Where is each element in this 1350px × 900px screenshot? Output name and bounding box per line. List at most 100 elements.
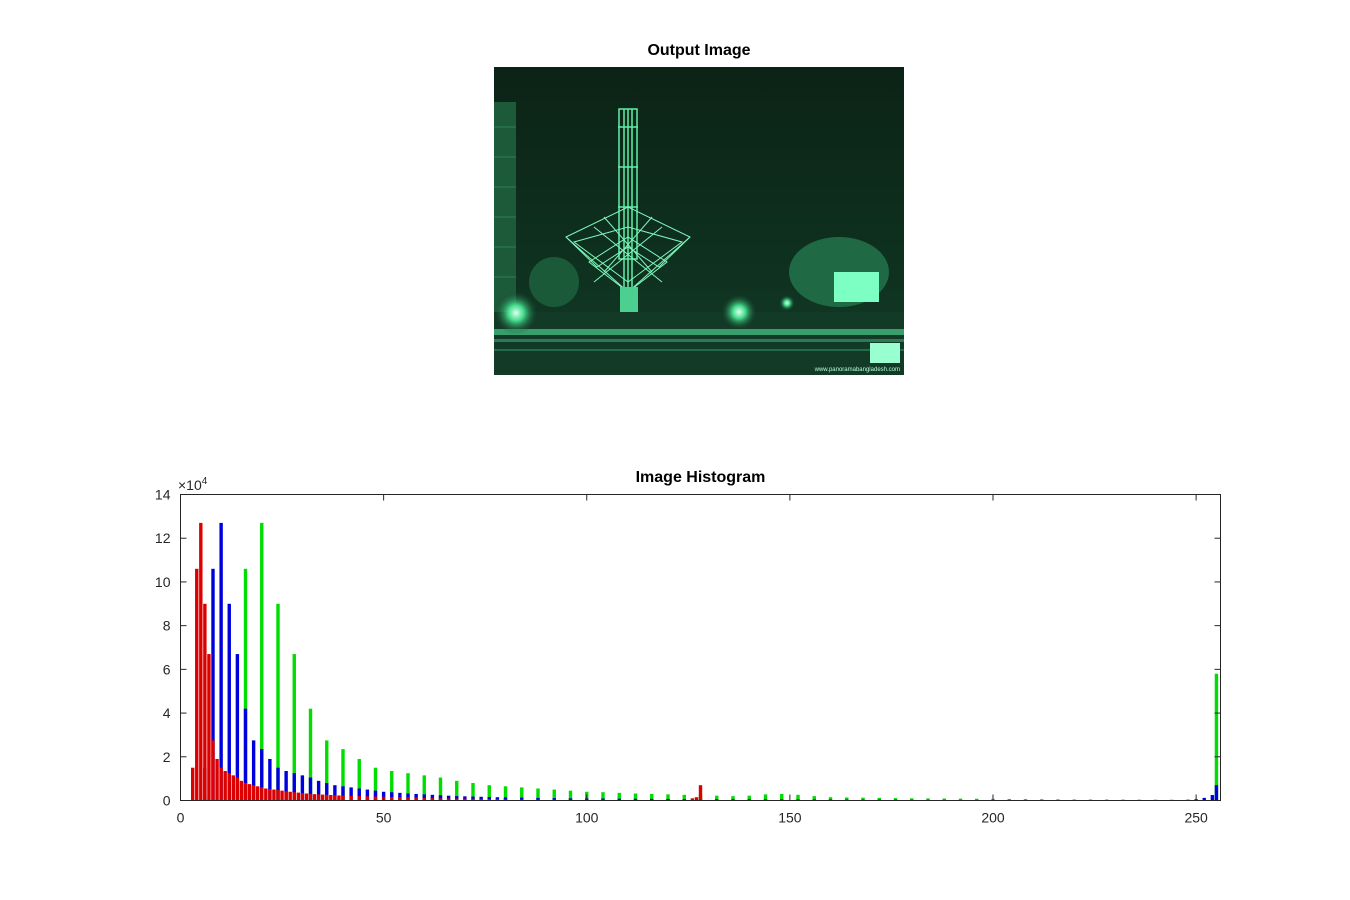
histogram-bar-series-0 [260,522,264,801]
x-tick-label: 150 [778,810,802,826]
histogram-bar-series-2 [414,797,418,801]
histogram-bar-series-2 [203,603,207,801]
histogram-bar-series-2 [690,798,695,801]
histogram-bar-series-0 [373,767,378,801]
histogram-bar-series-2 [479,798,483,801]
histogram-bar-series-2 [207,654,211,801]
histogram-bar-series-1 [1214,785,1219,801]
histogram-bar-series-0 [942,798,946,801]
histogram-bar-series-2 [276,790,280,801]
histogram-bar-series-0 [503,786,508,801]
histogram-bar-series-2 [698,785,703,801]
histogram-bar-series-0 [812,796,816,801]
histogram-bar-series-1 [325,783,329,801]
histogram-bar-series-1 [430,794,435,801]
y-tick-label: 4 [163,705,171,721]
histogram-bar-series-1 [633,798,638,801]
histogram-bar-series-1 [211,568,215,801]
histogram-bar-series-2 [272,789,276,801]
histogram-bar-series-0 [682,794,686,801]
histogram-bar-series-0 [390,770,394,801]
histogram-bar-series-1 [276,767,280,801]
histogram-bar-series-1 [268,758,272,801]
watermark-logo [870,343,900,363]
histogram-bar-series-1 [503,797,508,801]
histogram-bar-series-0 [341,749,345,801]
histogram-bar-series-0 [893,798,898,801]
histogram-bar-series-1 [406,793,410,801]
histogram-bar-series-1 [243,708,248,801]
histogram-bar-series-1 [438,795,443,801]
histogram-bar-series-0 [1186,799,1190,801]
histogram-bar-series-2 [520,799,524,801]
histogram-bar-series-0 [1214,673,1219,801]
histogram-bar-series-2 [190,767,195,801]
histogram-bar-series-0 [243,568,248,801]
histogram-bar-series-0 [292,654,296,801]
histogram-bar-series-2 [251,785,256,801]
histogram-bar-series-2 [264,788,268,801]
histogram-bar-series-0 [910,798,914,801]
histogram-bar-series-1 [300,775,305,801]
histogram-bar-series-0 [552,789,556,801]
histogram-bar-series-1 [552,798,556,801]
histogram-bar-series-0 [520,787,524,801]
histogram-bar-series-0 [325,740,329,801]
histogram-bar-series-2 [260,787,264,801]
histogram-bar-series-0 [958,798,963,801]
histogram-bar-series-1 [495,797,500,801]
histogram-bar-series-2 [406,797,410,801]
histogram-bar-series-2 [349,795,353,801]
histogram-bar-series-1 [251,740,256,801]
histogram-bar-series-1 [796,799,800,801]
histogram-bar-series-1 [479,796,483,801]
histogram-bar-series-2 [211,740,215,801]
y-tick-label: 0 [163,793,171,809]
histogram-bar-series-0 [471,783,475,801]
histogram-bar-series-0 [617,792,621,801]
histogram-bar-series-0 [455,780,459,801]
histogram-bar-series-2 [333,795,337,801]
y-tick-label: 8 [163,618,171,634]
output-image-title: Output Image [647,42,751,59]
histogram-bar-series-2 [268,789,272,801]
histogram-bar-series-2 [215,758,219,801]
histogram-title: Image Histogram [635,469,766,486]
histogram-bar-series-1 [373,790,378,801]
histogram-bar-series-1 [715,799,719,801]
histogram-bar-series-0 [926,798,930,801]
histogram-bar-series-0 [1056,799,1060,801]
histogram-bar-series-1 [398,792,402,801]
histogram-bar-series-2 [398,797,402,801]
histogram-bar-series-0 [650,793,654,801]
histogram-bar-series-1 [308,777,313,801]
histogram-bar-series-2 [195,568,199,801]
histogram-bar-series-2 [231,775,236,801]
histogram-bar-series-0 [666,794,670,801]
histogram-bar-series-2 [300,793,305,801]
histogram-bar-series-1 [747,799,751,801]
histogram-bar-series-2 [223,770,227,801]
histogram-bar-series-0 [1007,798,1011,801]
histogram-bar-series-0 [828,797,833,801]
histogram-bar-series-2 [495,799,500,801]
histogram-bar-series-0 [747,795,751,801]
histogram-bar-series-1 [763,799,768,801]
histogram-bar-series-0 [422,775,426,801]
histogram-bar-series-1 [601,798,605,801]
histogram-bar-series-2 [308,793,313,801]
histogram-bar-series-1 [1210,795,1215,801]
histogram-bar-series-1 [219,522,223,801]
histogram-bar-series-1 [666,798,670,801]
histogram-bar-series-2 [471,798,475,801]
histogram-bar-series-0 [438,777,443,801]
y-exponent-label: ×104 [178,476,208,493]
histogram-bar-series-2 [247,784,252,801]
histogram-bar-series-2 [365,796,370,801]
histogram-bar-series-1 [292,773,296,801]
histogram-bar-series-0 [276,603,280,801]
histogram-bar-series-2 [243,783,248,801]
histogram-bar-series-1 [227,603,231,801]
histogram-bar-series-2 [536,799,540,801]
